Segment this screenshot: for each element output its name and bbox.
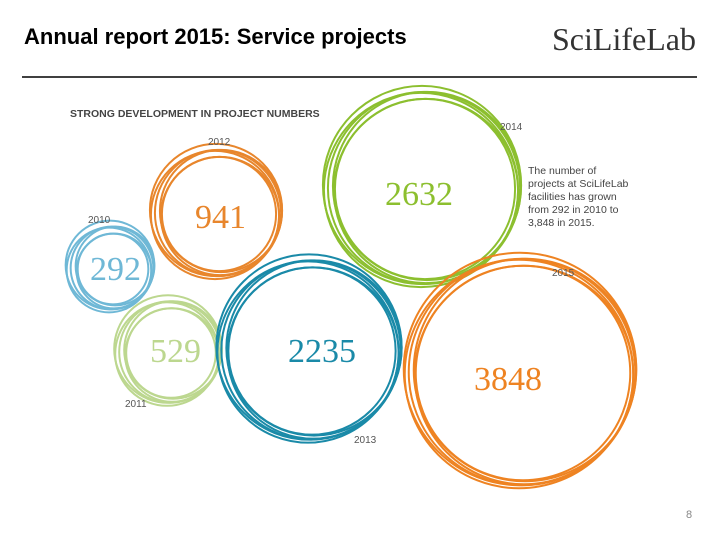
bubble-year: 2013 [354, 435, 377, 446]
bubble-year: 2015 [552, 268, 575, 279]
note-line: facilities has grown [528, 191, 617, 203]
bubble-value: 2632 [385, 176, 453, 213]
note-line: 3,848 in 2015. [528, 217, 595, 229]
bubble-ring [333, 97, 517, 281]
slide-title: Annual report 2015: Service projects [24, 24, 407, 49]
infographic-title: STRONG DEVELOPMENT IN PROJECT NUMBERS [70, 108, 320, 120]
bubble-ring [160, 155, 278, 273]
bubble-ring [64, 219, 156, 311]
note-line: projects at SciLifeLab [528, 178, 629, 190]
note-line: The number of [528, 165, 596, 177]
bubble-year: 2012 [208, 137, 231, 148]
bubble-value: 292 [90, 251, 141, 288]
bubble-ring [414, 264, 632, 482]
bubble-value: 2235 [288, 333, 356, 370]
bubble-ring [227, 266, 397, 436]
bubble-ring [148, 142, 284, 278]
page-number: 8 [686, 509, 692, 521]
bubble-value: 941 [195, 199, 246, 236]
bubble-year: 2010 [88, 215, 111, 226]
bubble-year: 2011 [125, 399, 147, 410]
bubble-ring [402, 251, 638, 487]
bubble-value: 529 [150, 333, 201, 370]
bubble-ring [215, 253, 403, 441]
note-line: from 292 in 2010 to [528, 204, 619, 216]
bubble-value: 3848 [474, 361, 542, 398]
bubble-year: 2014 [500, 122, 523, 133]
bubble-ring [76, 232, 150, 306]
logo: SciLifeLab [552, 21, 696, 57]
bubble-ring [321, 84, 523, 286]
